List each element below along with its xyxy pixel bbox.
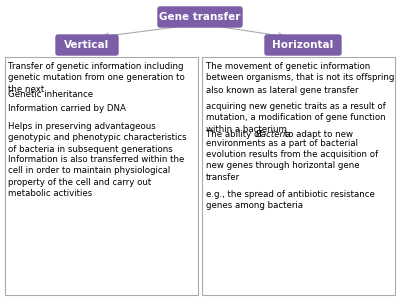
FancyBboxPatch shape: [202, 57, 395, 295]
Text: Information is also transferred within the
cell in order to maintain physiologic: Information is also transferred within t…: [8, 155, 184, 198]
Text: The ability of: The ability of: [206, 130, 265, 139]
FancyBboxPatch shape: [158, 7, 242, 27]
Text: acquiring new genetic traits as a result of
mutation, a modification of gene fun: acquiring new genetic traits as a result…: [206, 102, 386, 134]
Text: Genetic inheritance: Genetic inheritance: [8, 90, 93, 99]
Text: Helps in preserving advantageous
genotypic and phenotypic characteristics
of bac: Helps in preserving advantageous genotyp…: [8, 122, 187, 154]
FancyBboxPatch shape: [265, 35, 341, 55]
Text: Transfer of genetic information including
genetic mutation from one generation t: Transfer of genetic information includin…: [8, 62, 185, 94]
Text: Gene transfer: Gene transfer: [159, 12, 241, 22]
Text: environments as a part of bacterial
evolution results from the acquisition of
ne: environments as a part of bacterial evol…: [206, 139, 378, 182]
Text: The movement of genetic information
between organisms, that is not its offspring: The movement of genetic information betw…: [206, 62, 394, 82]
Text: e.g., the spread of antibiotic resistance
genes among bacteria: e.g., the spread of antibiotic resistanc…: [206, 190, 375, 211]
Text: Horizontal: Horizontal: [272, 40, 334, 50]
Text: Bacteria: Bacteria: [256, 130, 291, 139]
Text: Information carried by DNA: Information carried by DNA: [8, 104, 126, 113]
Text: Vertical: Vertical: [64, 40, 110, 50]
Text: also known as lateral gene transfer: also known as lateral gene transfer: [206, 86, 358, 95]
FancyBboxPatch shape: [56, 35, 118, 55]
FancyBboxPatch shape: [5, 57, 198, 295]
Text: to adapt to new: to adapt to new: [282, 130, 353, 139]
